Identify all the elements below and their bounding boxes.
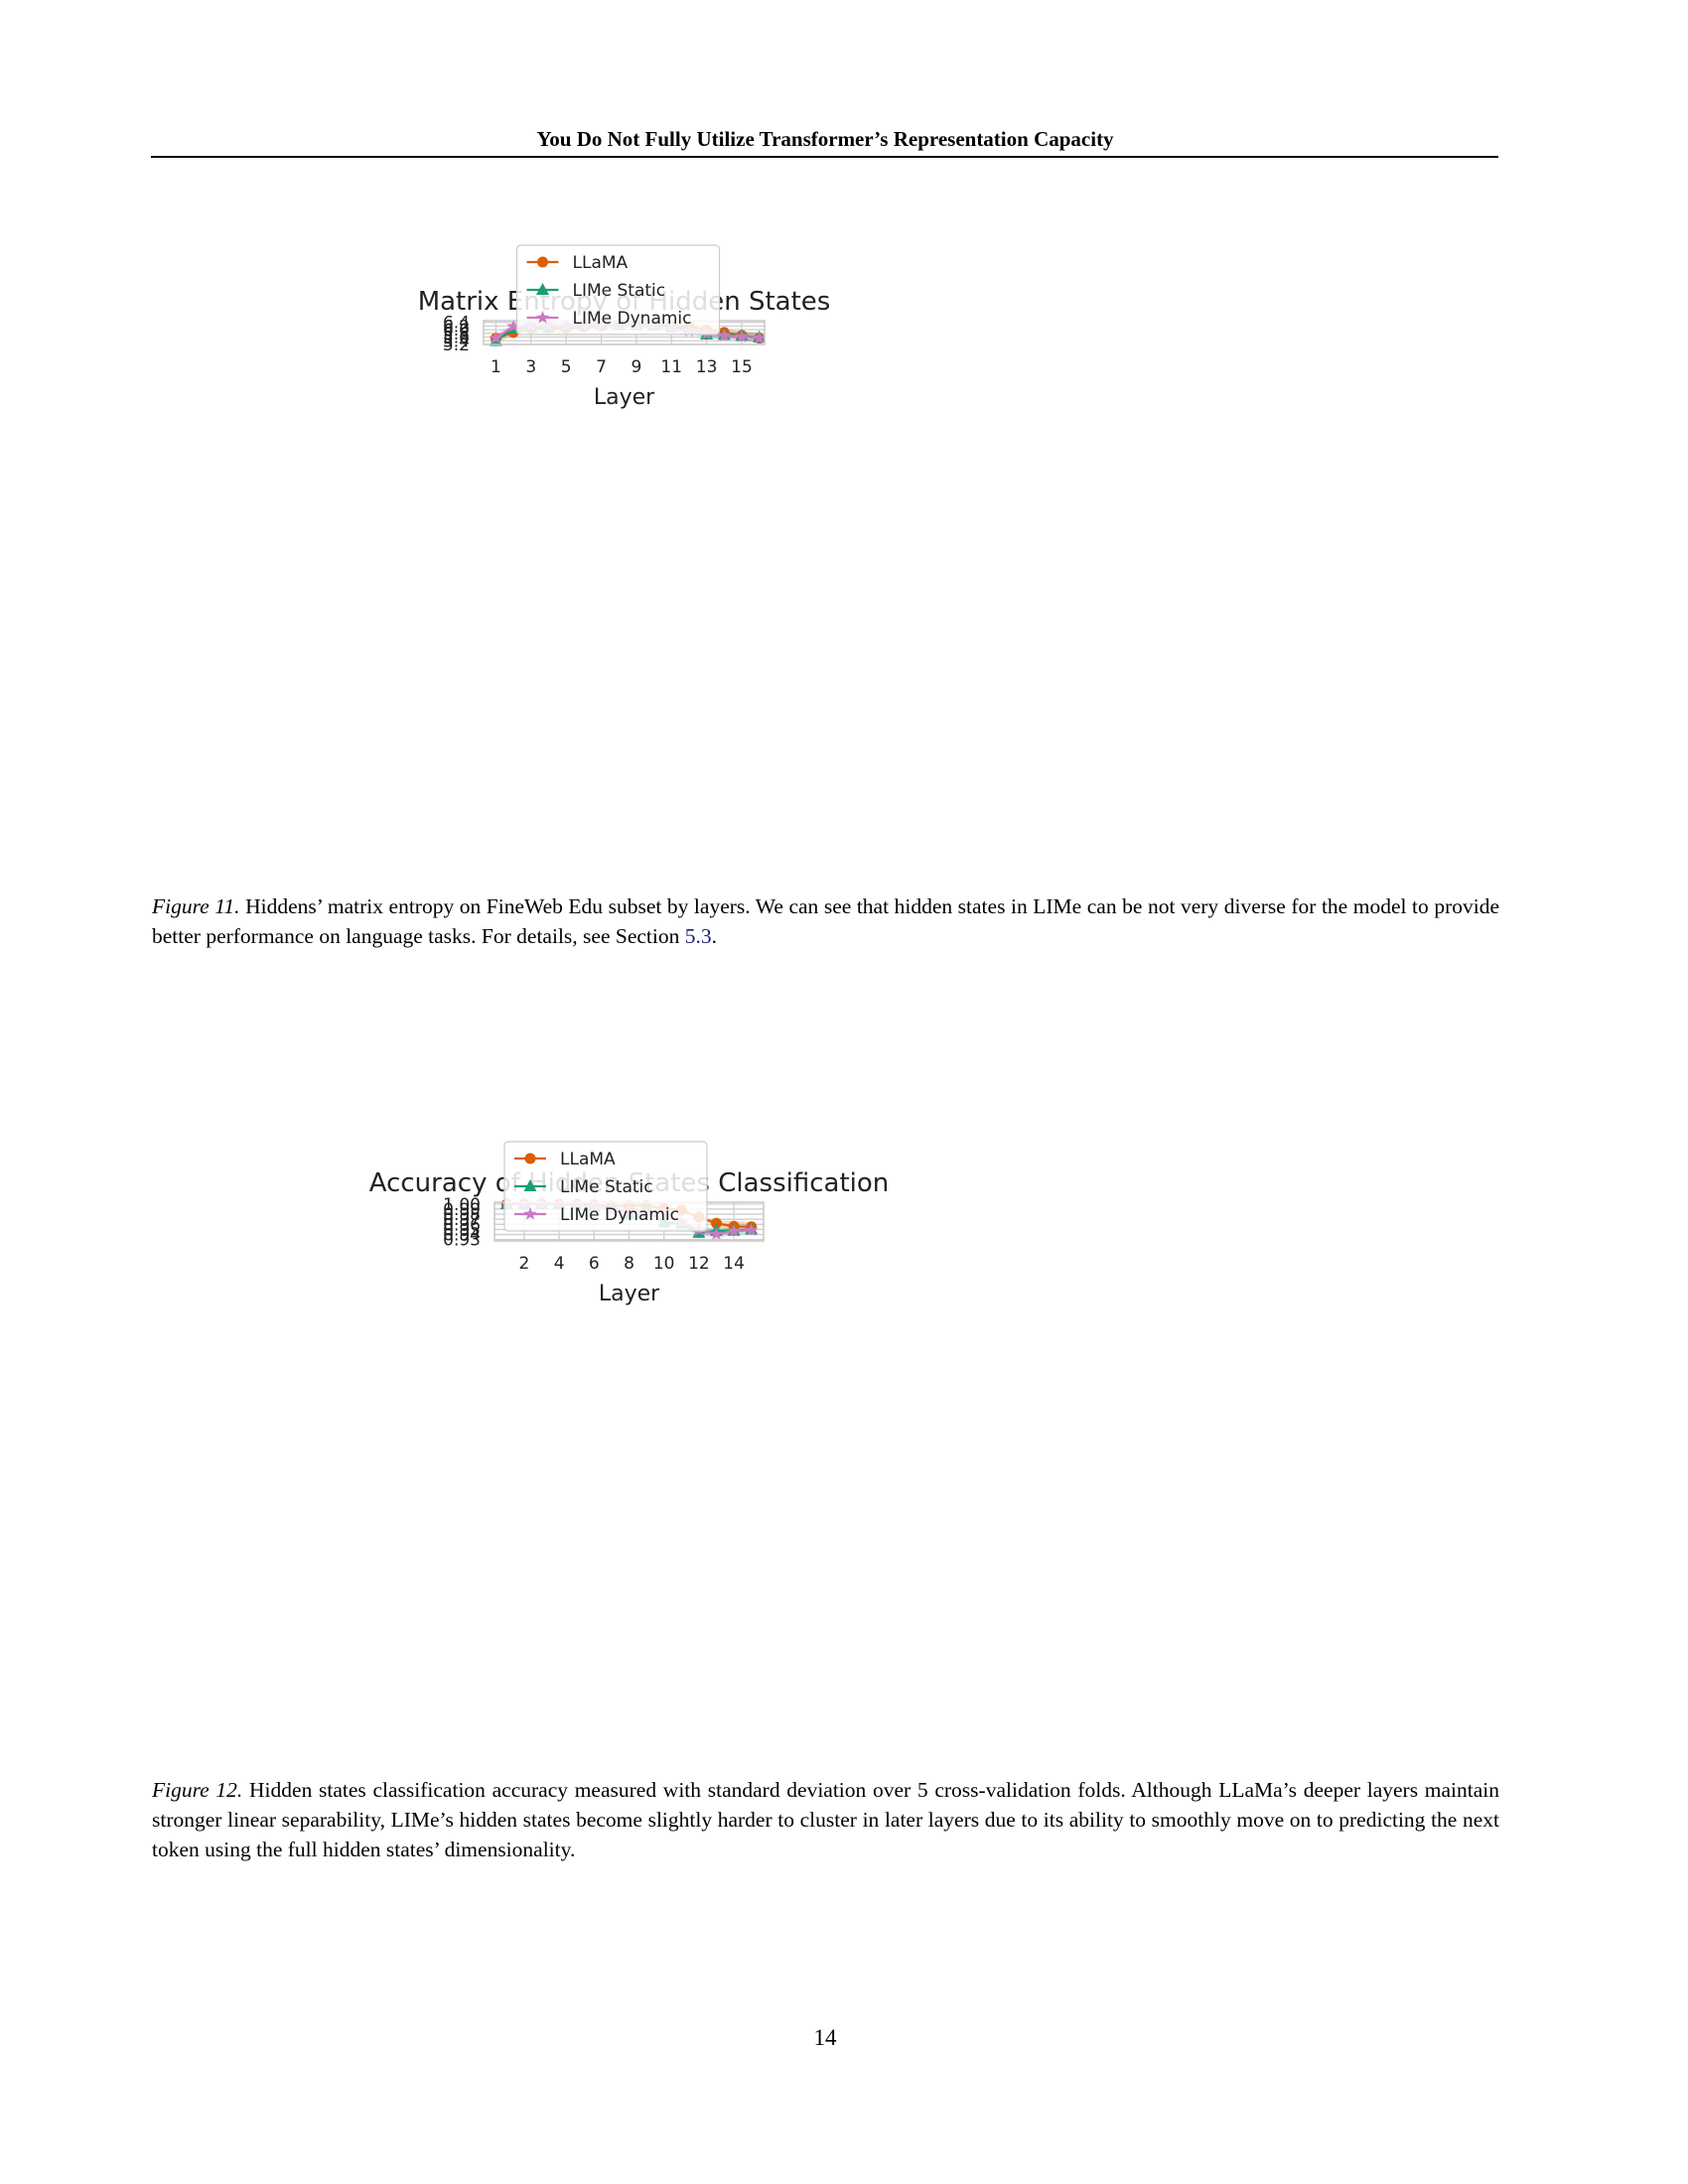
point-lime-dynamic <box>735 330 749 342</box>
accuracy-chart: 2 4 6 8 10 12 14 0.930.940.950.960.970.980.991.… <box>369 1141 889 1306</box>
legend-box-c0 <box>515 244 721 336</box>
figure-12-caption: Figure 12. Hidden states classification … <box>152 1775 1499 1864</box>
legend-marker-llama-c0 <box>537 256 548 268</box>
legend-marker-llama-c1 <box>524 1153 536 1164</box>
point-lime-dynamic <box>506 319 520 333</box>
header-rule <box>151 156 1498 158</box>
x-tick-label-c1: 14 <box>723 1254 745 1274</box>
point-lime-dynamic <box>745 1223 759 1236</box>
x-tick-label-c1: 6 <box>589 1254 600 1274</box>
figure-11-text: Hiddens’ matrix entropy on FineWeb Edu s… <box>152 894 1499 948</box>
y-tick-label-c0: 5.4 <box>443 332 470 351</box>
figure-11-caption: Figure 11. Hiddens’ matrix entropy on Fi… <box>152 891 1499 951</box>
figure-12-text: Hidden states classification accuracy me… <box>152 1778 1499 1861</box>
legend-label-lime-dynamic-c0: LIMe Dynamic <box>573 309 692 329</box>
x-tick-label-c0: 9 <box>631 357 641 377</box>
x-tick-label-c0: 1 <box>491 357 501 377</box>
x-tick-label-c0: 5 <box>561 357 572 377</box>
figure-12-label: Figure 12. <box>152 1778 243 1802</box>
legend-label-llama-c0: LLaMA <box>573 253 629 273</box>
y-tick-label-c1: 0.99 <box>443 1200 481 1220</box>
x-tick-label-c0: 13 <box>696 357 718 377</box>
x-tick-label-c0: 7 <box>596 357 607 377</box>
x-tick-label-c1: 10 <box>653 1254 675 1274</box>
y-tick-label-c1: 0.93 <box>443 1231 481 1251</box>
y-tick-label-c1: 0.98 <box>443 1205 481 1225</box>
legend-c1: LLaMA LIMe Static LIMe Dynamic <box>503 1141 708 1232</box>
y-tick-label-c0: 6.0 <box>443 321 470 341</box>
y-tick-label-c1: 0.96 <box>443 1215 481 1235</box>
x-tick-label-c1: 4 <box>554 1254 565 1274</box>
x-tick-label-c1: 12 <box>688 1254 710 1274</box>
figure-11-text-end: . <box>711 924 717 948</box>
y-tick-label-c0: 5.2 <box>443 336 470 355</box>
legend-marker-lime-dynamic-c0 <box>535 311 550 324</box>
y-tick-label-c0: 5.8 <box>443 325 470 344</box>
y-tick-label-c0: 6.2 <box>443 317 470 337</box>
legend-label-llama-c1: LLaMA <box>560 1150 616 1169</box>
y-tick-label-c0: 6.4 <box>443 314 470 334</box>
x-tick-label-c1: 2 <box>519 1254 530 1274</box>
legend-marker-lime-static-c1 <box>523 1179 537 1191</box>
x-tick-label-c1: 8 <box>624 1254 634 1274</box>
figure-11-label: Figure 11. <box>152 894 240 918</box>
point-lime-dynamic <box>709 1227 724 1240</box>
x-tick-label-c0: 15 <box>731 357 753 377</box>
point-lime-dynamic <box>717 329 731 341</box>
x-tick-label-c0: 11 <box>660 357 682 377</box>
section-ref-link[interactable]: 5.3 <box>684 924 712 948</box>
y-tick-label-c1: 0.97 <box>443 1210 481 1230</box>
legend-label-lime-static-c0: LIMe Static <box>573 281 666 301</box>
x-axis-label-c1: Layer <box>599 1282 660 1306</box>
legend-c0: LLaMA LIMe Static LIMe Dynamic <box>515 244 721 336</box>
legend-label-lime-static-c1: LIMe Static <box>560 1177 653 1197</box>
legend-marker-lime-static-c0 <box>536 283 549 295</box>
y-tick-label-c1: 1.00 <box>443 1195 481 1215</box>
x-axis-label-c0: Layer <box>594 385 655 410</box>
y-tick-label-c0: 5.6 <box>443 329 470 348</box>
legend-box-c1 <box>503 1141 708 1232</box>
page-number: 14 <box>813 2025 837 2050</box>
point-lime-dynamic <box>489 331 503 344</box>
point-llama <box>710 1217 722 1229</box>
point-lime-dynamic <box>753 331 767 344</box>
legend-label-lime-dynamic-c1: LIMe Dynamic <box>560 1205 679 1225</box>
running-header: You Do Not Fully Utilize Transformer’s R… <box>536 127 1114 151</box>
y-tick-label-c1: 0.94 <box>443 1226 481 1246</box>
x-tick-label-c0: 3 <box>525 357 536 377</box>
point-lime-dynamic <box>727 1224 741 1237</box>
legend-marker-lime-dynamic-c1 <box>523 1207 537 1220</box>
y-tick-label-c1: 0.95 <box>443 1220 481 1240</box>
